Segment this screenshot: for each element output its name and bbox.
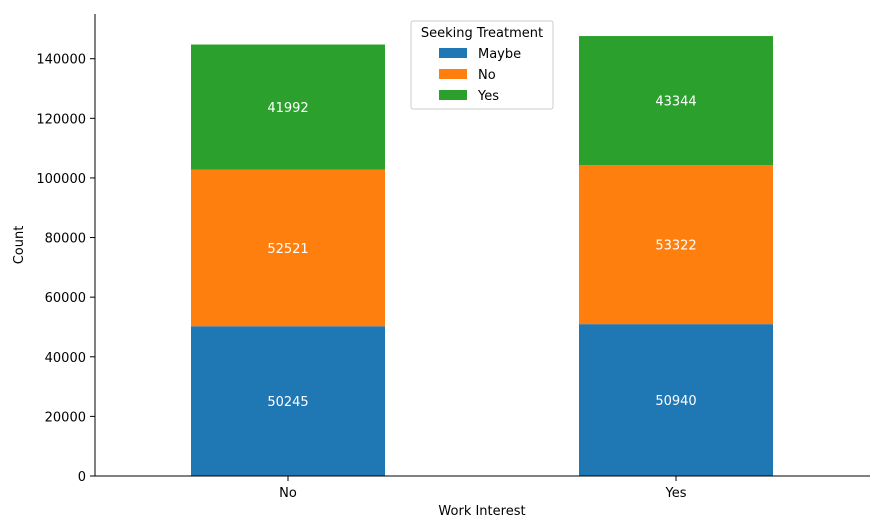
axes-group — [94, 14, 870, 477]
x-tick-label: No — [279, 486, 297, 501]
legend-item-label: No — [478, 68, 496, 83]
legend-item-label: Maybe — [478, 47, 521, 62]
y-tick-label: 140000 — [36, 53, 86, 68]
legend-items: Maybe No Yes — [439, 47, 521, 104]
bar-segment — [579, 36, 773, 166]
x-ticks-group: No Yes — [279, 476, 687, 501]
legend-swatch — [439, 90, 467, 100]
legend-title: Seeking Treatment — [421, 26, 543, 41]
legend-swatch — [439, 48, 467, 58]
bar-segment — [191, 44, 385, 170]
legend-item-label: Yes — [477, 89, 499, 104]
y-tick-label: 80000 — [45, 232, 86, 247]
y-tick-label: 40000 — [45, 351, 86, 366]
data-labels-group: 50245 52521 41992 50940 53322 43344 — [267, 95, 696, 410]
legend-frame — [410, 20, 554, 110]
bar-segment — [579, 324, 773, 476]
legend: Seeking Treatment Maybe No Yes — [410, 20, 554, 110]
y-tick-label: 60000 — [45, 291, 86, 306]
y-tick-label: 0 — [78, 470, 86, 485]
x-tick-label: Yes — [665, 486, 687, 501]
bar-data-label: 41992 — [267, 101, 308, 116]
y-axis-title: Count — [12, 226, 27, 265]
y-ticks-group: 0 20000 40000 60000 80000 100000 120000 140000 — [36, 53, 95, 485]
bar-data-label: 50940 — [655, 394, 696, 409]
y-tick-label: 120000 — [36, 112, 86, 127]
bar-segment — [191, 169, 385, 327]
bar-segment — [191, 326, 385, 476]
bar-data-label: 43344 — [655, 95, 696, 110]
bar-segment — [579, 165, 773, 325]
bars-group — [191, 36, 773, 476]
bar-data-label: 52521 — [267, 242, 308, 257]
bar-data-label: 50245 — [267, 395, 308, 410]
y-tick-label: 20000 — [45, 410, 86, 425]
y-tick-label: 100000 — [36, 172, 86, 187]
x-axis-title: Work Interest — [438, 504, 525, 519]
legend-swatch — [439, 69, 467, 79]
bar-data-label: 53322 — [655, 239, 696, 254]
